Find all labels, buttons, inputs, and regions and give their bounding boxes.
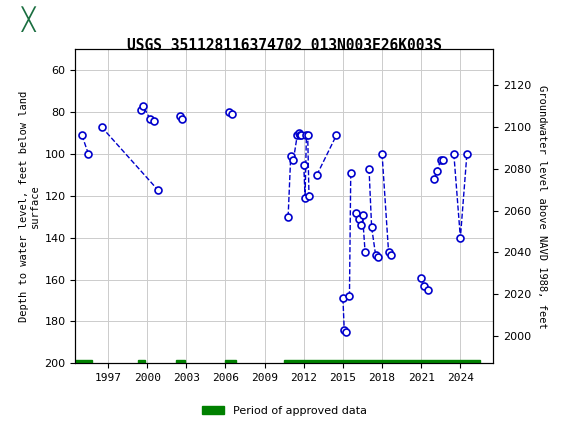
Text: ╳: ╳ [22, 6, 36, 32]
Bar [138, 360, 144, 366]
Y-axis label: Depth to water level, feet below land
surface: Depth to water level, feet below land su… [19, 91, 41, 322]
Y-axis label: Groundwater level above NAVD 1988, feet: Groundwater level above NAVD 1988, feet [536, 85, 546, 328]
Legend: Period of approved data: Period of approved data [197, 401, 371, 420]
Bar [75, 360, 92, 366]
Text: USGS 351128116374702 013N003E26K003S: USGS 351128116374702 013N003E26K003S [126, 38, 442, 52]
Bar [226, 360, 236, 366]
Bar [284, 360, 480, 366]
FancyBboxPatch shape [3, 4, 55, 35]
Bar [176, 360, 185, 366]
Text: USGS: USGS [70, 10, 125, 28]
